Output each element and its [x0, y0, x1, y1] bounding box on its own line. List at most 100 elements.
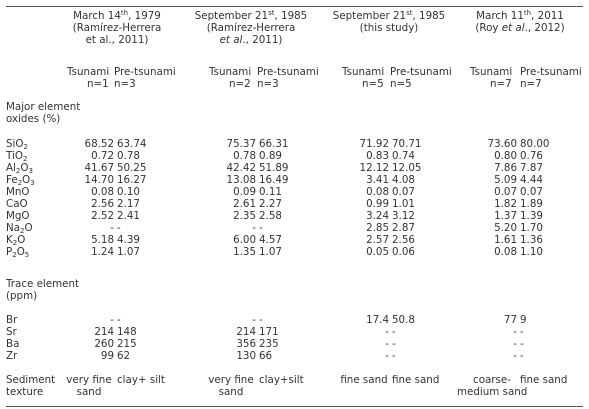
major-value-tsunami: 3.41 — [366, 174, 389, 186]
major-value-pre-tsunami: 1.39 — [520, 210, 543, 222]
major-value-tsunami: 0.72 — [91, 150, 114, 162]
trace-value-pre-tsunami: - — [392, 326, 396, 338]
major-row-label: MnO — [6, 186, 30, 198]
trace-value-pre-tsunami: - — [259, 314, 263, 326]
trace-value-tsunami: - — [513, 338, 517, 350]
trace-value-pre-tsunami: 66 — [259, 350, 273, 362]
header-group-1: March 14th, 1979 (Ramírez-Herrera et al.… — [62, 9, 172, 47]
header-4-cite: (Roy et al., 2012) — [475, 22, 565, 34]
trace-row-label: Br — [6, 314, 18, 326]
trace-heading: Trace element — [6, 278, 80, 290]
major-value-pre-tsunami: 0.78 — [117, 150, 140, 162]
n-count: n=1 — [87, 78, 109, 90]
major-value-tsunami: 0.99 — [366, 198, 389, 210]
major-value-tsunami: 2.57 — [366, 234, 389, 246]
major-value-tsunami: - — [252, 222, 256, 234]
header-1-date: March 14th, 1979 — [73, 9, 161, 23]
trace-row-label: Zr — [6, 350, 18, 362]
major-heading: Major element — [6, 101, 81, 113]
major-value-pre-tsunami: 1.10 — [520, 246, 543, 258]
major-row-label: CaO — [6, 198, 28, 210]
major-value-tsunami: 2.56 — [91, 198, 114, 210]
major-value-tsunami: 7.86 — [494, 162, 517, 174]
major-row-label: Fe2O3 — [6, 174, 35, 187]
n-count: n=3 — [257, 78, 279, 90]
major-value-pre-tsunami: 1.36 — [520, 234, 543, 246]
trace-value-pre-tsunami: 50.8 — [392, 314, 415, 326]
major-row-label: TiO2 — [6, 150, 28, 163]
major-value-tsunami: 0.78 — [233, 150, 256, 162]
trace-value-pre-tsunami: 235 — [259, 338, 279, 350]
major-value-tsunami: 5.09 — [494, 174, 517, 186]
header-group-3: September 21st, 1985 (this study) — [322, 9, 456, 35]
header-group-4: March 11th, 2011 (Roy et al., 2012) — [460, 9, 580, 35]
major-value-pre-tsunami: 16.49 — [259, 174, 289, 186]
major-value-tsunami: 0.08 — [366, 186, 389, 198]
trace-value-tsunami: - — [513, 350, 517, 362]
trace-value-pre-tsunami: - — [392, 338, 396, 350]
header-2-cite-2: et al., 2011) — [219, 34, 283, 46]
major-value-tsunami: 71.92 — [359, 138, 389, 150]
major-value-pre-tsunami: 1.70 — [520, 222, 543, 234]
texture-cell-tsunami-line2: sand — [76, 386, 102, 398]
major-value-pre-tsunami: 2.58 — [259, 210, 282, 222]
major-row-label: Al2O3 — [6, 162, 33, 175]
major-value-pre-tsunami: 63.74 — [117, 138, 147, 150]
n-count: n=7 — [520, 78, 542, 90]
major-value-tsunami: 1.61 — [494, 234, 517, 246]
subheader-pre-1: Pre-tsunami — [114, 66, 176, 78]
trace-value-pre-tsunami: - — [520, 326, 524, 338]
trace-value-tsunami: 214 — [236, 326, 256, 338]
major-value-pre-tsunami: 50.25 — [117, 162, 147, 174]
texture-cell-tsunami: coarse- — [473, 374, 511, 386]
header-2-date: September 21st, 1985 — [194, 9, 308, 23]
major-value-tsunami: 1.37 — [494, 210, 517, 222]
major-value-tsunami: 2.35 — [233, 210, 256, 222]
major-value-tsunami: 5.20 — [494, 222, 517, 234]
major-value-tsunami: 1.35 — [233, 246, 256, 258]
major-value-pre-tsunami: 12.05 — [392, 162, 422, 174]
trace-value-pre-tsunami: 171 — [259, 326, 279, 338]
major-value-pre-tsunami: 7.87 — [520, 162, 543, 174]
header-group-2: September 21st, 1985 (Ramírez-Herrera et… — [186, 9, 316, 47]
major-value-pre-tsunami: 2.17 — [117, 198, 140, 210]
texture-cell-pre-tsunami: fine sand — [520, 374, 568, 386]
major-value-pre-tsunami: 66.31 — [259, 138, 289, 150]
trace-value-tsunami: - — [385, 338, 389, 350]
major-value-pre-tsunami: 51.89 — [259, 162, 289, 174]
trace-heading-units: (ppm) — [6, 290, 38, 302]
major-value-pre-tsunami: 0.74 — [392, 150, 415, 162]
subheader-tsunami-1: Tsunami — [67, 66, 110, 78]
header-4-date: March 11th, 2011 — [476, 9, 564, 23]
major-value-pre-tsunami: 2.56 — [392, 234, 415, 246]
n-count: n=5 — [390, 78, 412, 90]
top-rule — [6, 6, 583, 7]
major-value-tsunami: 1.24 — [91, 246, 114, 258]
major-value-pre-tsunami: 1.07 — [117, 246, 140, 258]
trace-value-tsunami: 99 — [100, 350, 114, 362]
major-value-pre-tsunami: 4.08 — [392, 174, 415, 186]
major-value-tsunami: 0.08 — [91, 186, 114, 198]
trace-value-tsunami: - — [252, 314, 256, 326]
major-row-label: SiO2 — [6, 138, 28, 151]
texture-cell-pre-tsunami: fine sand — [392, 374, 440, 386]
major-value-tsunami: 0.08 — [494, 246, 517, 258]
major-value-pre-tsunami: 0.07 — [392, 186, 415, 198]
trace-value-tsunami: 260 — [94, 338, 114, 350]
major-value-pre-tsunami: 0.11 — [259, 186, 282, 198]
major-value-tsunami: 6.00 — [233, 234, 256, 246]
trace-value-tsunami: - — [110, 314, 114, 326]
subheader-tsunami-4: Tsunami — [470, 66, 513, 78]
subheader-pre-3: Pre-tsunami — [390, 66, 452, 78]
major-heading-units: oxides (%) — [6, 113, 61, 125]
header-2-cite: (Ramírez-Herrera — [206, 22, 296, 34]
major-value-tsunami: 41.67 — [84, 162, 114, 174]
trace-value-pre-tsunami: - — [520, 338, 524, 350]
header-3-date: September 21st, 1985 — [332, 9, 446, 23]
texture-label: Sediment — [6, 374, 56, 386]
header-1-cite: (Ramírez-Herrera — [72, 22, 162, 34]
major-value-pre-tsunami: 0.89 — [259, 150, 282, 162]
major-value-pre-tsunami: 2.27 — [259, 198, 282, 210]
n-count: n=7 — [490, 78, 512, 90]
major-value-tsunami: 42.42 — [226, 162, 256, 174]
